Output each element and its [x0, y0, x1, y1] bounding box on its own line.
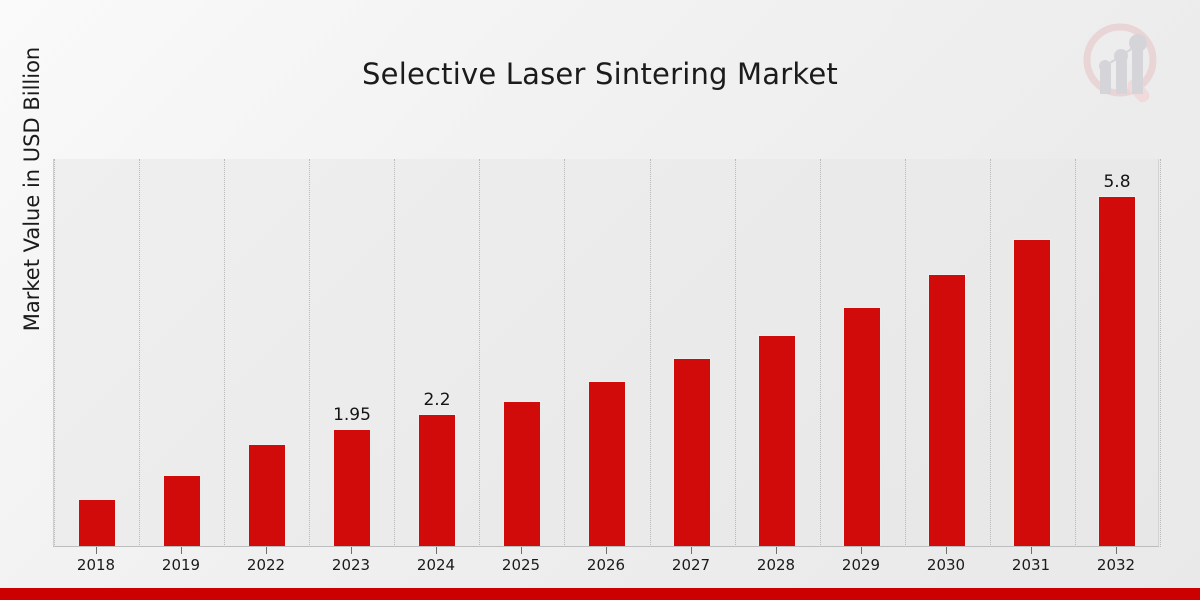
x-tick-label-2025: 2025	[501, 556, 541, 574]
bar-value-label-2024: 2.2	[423, 390, 451, 410]
bar-value-label-2023: 1.95	[333, 405, 371, 425]
gridline	[1075, 159, 1077, 547]
bar-2028[interactable]	[758, 335, 796, 547]
x-tick-label-2032: 2032	[1096, 556, 1136, 574]
x-tick-label-2018: 2018	[76, 556, 116, 574]
bar-2026[interactable]	[588, 381, 626, 547]
x-tick-2024	[436, 547, 437, 554]
footer-accent-stripe	[0, 588, 1200, 600]
x-tick-2028	[776, 547, 777, 554]
x-tick-2022	[266, 547, 267, 554]
x-tick-2027	[691, 547, 692, 554]
bar-2031[interactable]	[1013, 239, 1051, 547]
gridline	[650, 159, 652, 547]
x-tick-label-2031: 2031	[1011, 556, 1051, 574]
gridline	[990, 159, 992, 547]
x-tick-label-2023: 2023	[331, 556, 371, 574]
bar-2032[interactable]	[1098, 196, 1136, 547]
gridline	[735, 159, 737, 547]
gridline	[905, 159, 907, 547]
x-tick-label-2022: 2022	[246, 556, 286, 574]
x-tick-2025	[521, 547, 522, 554]
bar-value-label-2032: 5.8	[1103, 172, 1131, 192]
x-tick-label-2030: 2030	[926, 556, 966, 574]
x-tick-2030	[946, 547, 947, 554]
x-tick-label-2029: 2029	[841, 556, 881, 574]
x-tick-2032	[1116, 547, 1117, 554]
bar-2023[interactable]	[333, 429, 371, 547]
gridline	[394, 159, 396, 547]
magnifier-bar-chart-logo-icon	[1076, 18, 1172, 110]
gridline	[309, 159, 311, 547]
bar-2027[interactable]	[673, 358, 711, 547]
gridline	[139, 159, 141, 547]
bar-2025[interactable]	[503, 401, 541, 547]
x-tick-label-2026: 2026	[586, 556, 626, 574]
page-title: Selective Laser Sintering Market	[362, 57, 838, 92]
x-tick-2029	[861, 547, 862, 554]
gridline	[1160, 159, 1162, 547]
bar-2030[interactable]	[928, 274, 966, 547]
x-tick-2023	[351, 547, 352, 554]
gridline	[564, 159, 566, 547]
x-tick-label-2019: 2019	[161, 556, 201, 574]
x-tick-2026	[606, 547, 607, 554]
x-tick-2018	[96, 547, 97, 554]
plot-area: 1.95 2.2 5.8	[53, 159, 1162, 547]
x-tick-label-2024: 2024	[416, 556, 456, 574]
y-axis-label: Market Value in USD Billion	[20, 46, 44, 332]
gridline	[54, 159, 56, 547]
x-tick-2031	[1031, 547, 1032, 554]
bar-2029[interactable]	[843, 307, 881, 547]
bar-2019[interactable]	[163, 475, 201, 547]
bar-2022[interactable]	[248, 444, 286, 547]
x-tick-2019	[181, 547, 182, 554]
bar-2018[interactable]	[78, 499, 116, 547]
bar-2024[interactable]	[418, 414, 456, 547]
gridline	[479, 159, 481, 547]
x-tick-label-2028: 2028	[756, 556, 796, 574]
x-axis-line	[53, 546, 1159, 547]
gridline	[820, 159, 822, 547]
x-tick-label-2027: 2027	[671, 556, 711, 574]
gridline	[224, 159, 226, 547]
